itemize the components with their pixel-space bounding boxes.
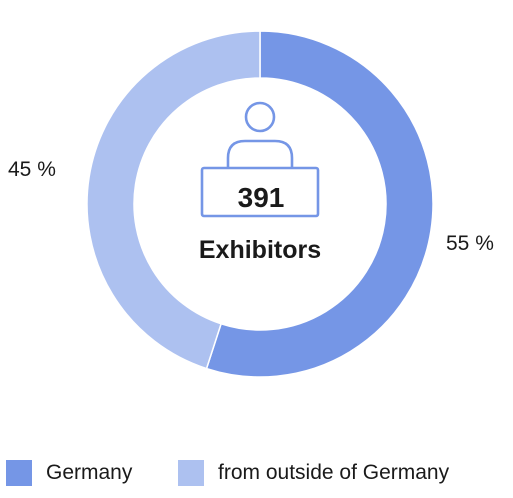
legend-item-outside-germany: from outside of Germany [178, 460, 449, 486]
legend-swatch-outside-germany [178, 460, 204, 486]
legend-label-germany: Germany [46, 461, 133, 484]
legend-swatch-germany [6, 460, 32, 486]
data-label-germany: 55 % [446, 232, 494, 255]
slice-germany [205, 30, 434, 378]
exhibitor-label: Exhibitors [198, 236, 322, 264]
exhibitor-desk-icon [200, 101, 320, 218]
data-label-outside-germany: 45 % [8, 158, 56, 181]
legend-item-germany: Germany [6, 460, 132, 486]
exhibitor-count: 391 [237, 182, 285, 213]
legend: Germany from outside of Germany [0, 460, 513, 490]
slice-outside-germany [86, 30, 261, 370]
legend-label-outside-germany: from outside of Germany [218, 461, 450, 484]
